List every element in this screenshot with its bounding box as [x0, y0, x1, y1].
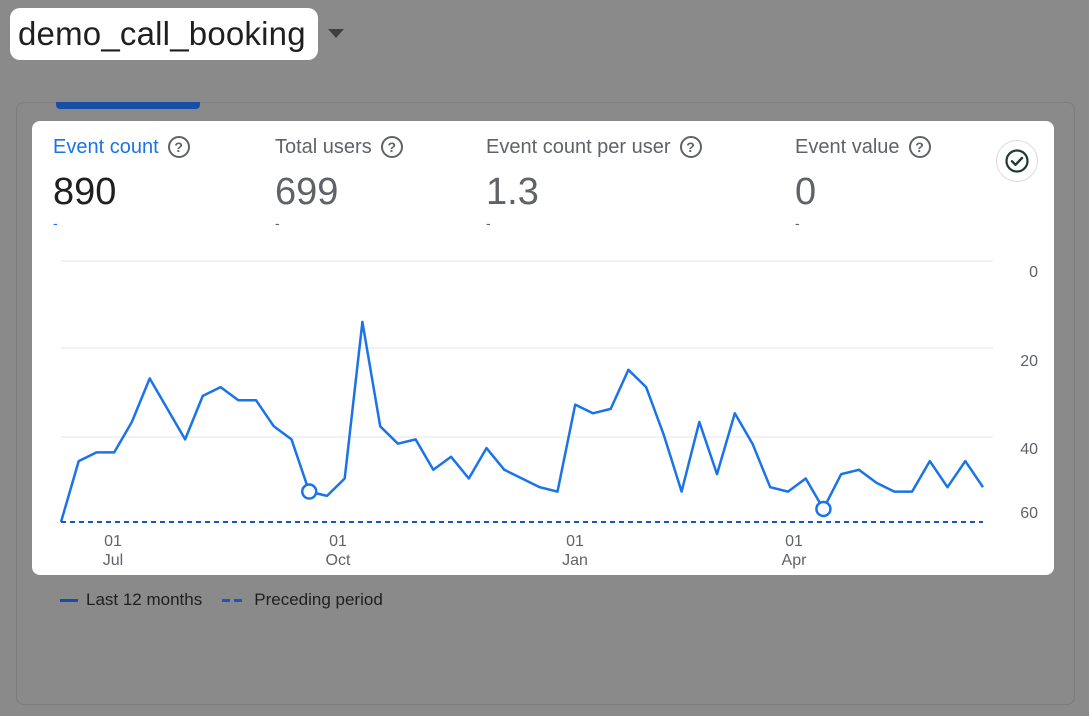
metric-total-users[interactable]: Total users ? 699 -	[275, 135, 403, 231]
caret-down-icon[interactable]	[328, 29, 344, 38]
series-line-last-12-months	[59, 320, 985, 523]
metric-value: 890	[53, 171, 117, 213]
help-circle-icon[interactable]: ?	[380, 136, 403, 158]
x-tick-label-month: Jul	[103, 552, 123, 569]
metric-title: Event count	[53, 135, 159, 158]
event-selector-label: demo_call_booking	[18, 15, 306, 52]
metric-title: Event value	[795, 135, 900, 158]
metric-event-value[interactable]: Event value ? 0 -	[795, 135, 931, 231]
x-tick-label-day: 01	[566, 533, 584, 550]
metric-title: Event count per user	[486, 135, 671, 158]
event-selector[interactable]: demo_call_booking	[10, 8, 318, 60]
x-tick-label-month: Apr	[782, 552, 808, 569]
y-tick-label: 40	[1020, 441, 1038, 458]
legend-label: Preceding period	[254, 590, 383, 609]
highlight-point	[815, 500, 832, 518]
y-tick-label: 0	[1029, 264, 1038, 281]
legend-item-preceding[interactable]: Preceding period	[222, 590, 383, 610]
legend-swatch-solid	[60, 598, 78, 602]
metric-change: -	[275, 215, 280, 231]
x-tick-label-day: 01	[785, 533, 803, 550]
metric-change: -	[486, 215, 491, 231]
highlight-point	[300, 483, 318, 500]
chart-legend: Last 12 months Preceding period	[60, 590, 393, 610]
metrics-chart-card: Event count ? 890 - Total users ? 699 - …	[32, 121, 1054, 575]
legend-label: Last 12 months	[86, 590, 203, 609]
metric-value: 699	[275, 171, 339, 213]
x-tick-label-month: Oct	[326, 552, 351, 569]
y-tick-label: 60	[1020, 505, 1038, 522]
line-chart[interactable]: 0 20 40 60 01 Jul 01 Oct 01 Jan 01 Apr	[32, 121, 1054, 575]
metric-title: Total users	[275, 135, 372, 158]
metric-event-count-per-user[interactable]: Event count per user ? 1.3 -	[486, 135, 702, 231]
tab-indicator	[56, 102, 200, 109]
y-tick-label: 20	[1020, 353, 1038, 370]
legend-swatch-dashed	[222, 598, 247, 602]
help-circle-icon[interactable]: ?	[908, 136, 931, 158]
metric-value: 1.3	[486, 171, 539, 213]
x-tick-label-month: Jan	[562, 552, 588, 569]
x-tick-label-day: 01	[329, 533, 347, 550]
metric-value: 0	[795, 171, 817, 213]
x-tick-label-day: 01	[104, 533, 122, 550]
help-circle-icon[interactable]: ?	[679, 136, 702, 158]
metric-change: -	[53, 215, 58, 231]
help-circle-icon[interactable]: ?	[167, 136, 190, 158]
check-circle-icon[interactable]	[996, 140, 1038, 182]
metric-change: -	[795, 215, 800, 231]
legend-item-current[interactable]: Last 12 months	[60, 590, 202, 610]
metric-event-count[interactable]: Event count ? 890 -	[53, 135, 190, 231]
